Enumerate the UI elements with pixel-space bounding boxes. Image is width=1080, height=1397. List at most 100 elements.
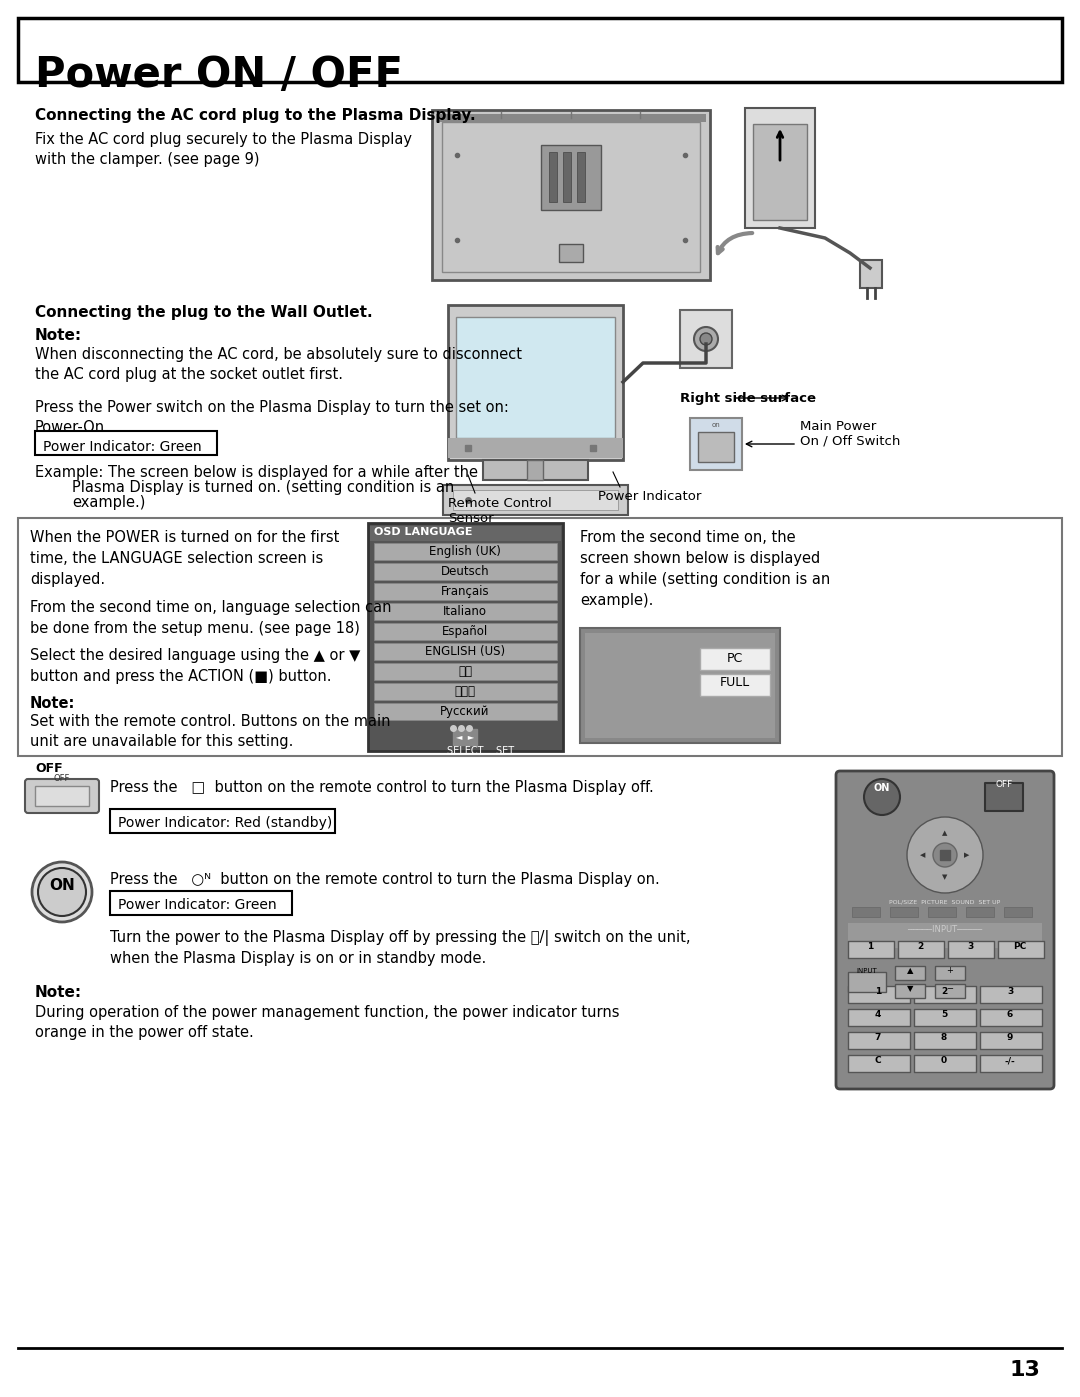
Text: Press the Power switch on the Plasma Display to turn the set on:
Power-On.: Press the Power switch on the Plasma Dis… (35, 400, 509, 434)
Text: on: on (712, 422, 720, 427)
Text: ON: ON (49, 877, 75, 893)
Text: C: C (875, 1056, 881, 1065)
Bar (1004, 907, 1032, 916)
Bar (374, 623, 557, 640)
Text: INPUT: INPUT (856, 968, 877, 974)
Bar (577, 152, 585, 203)
Bar (442, 122, 700, 272)
Bar (700, 673, 770, 696)
Bar (860, 260, 882, 288)
Bar (549, 152, 557, 203)
Bar (980, 1032, 1042, 1049)
Text: Main Power
On / Off Switch: Main Power On / Off Switch (800, 420, 901, 448)
Bar (580, 629, 780, 743)
Bar (928, 907, 956, 916)
Circle shape (864, 780, 900, 814)
Bar (110, 891, 292, 915)
Text: ▼: ▼ (907, 983, 914, 993)
Text: Power ON / OFF: Power ON / OFF (35, 54, 403, 96)
Bar (374, 604, 557, 620)
Bar (374, 683, 557, 700)
Text: ▶: ▶ (964, 852, 970, 858)
Text: 9: 9 (1007, 1032, 1013, 1042)
Bar (541, 145, 600, 210)
Text: OFF: OFF (54, 774, 70, 782)
Text: OFF: OFF (35, 761, 63, 775)
Text: ENGLISH (US): ENGLISH (US) (424, 645, 505, 658)
Text: 7: 7 (875, 1032, 881, 1042)
Text: example.): example.) (72, 495, 146, 510)
Bar (35, 787, 89, 806)
Text: 4: 4 (875, 1010, 881, 1018)
Bar (914, 986, 976, 1003)
Bar (698, 432, 734, 462)
Bar (18, 18, 1062, 82)
Text: OSD LANGUAGE: OSD LANGUAGE (374, 527, 473, 536)
Bar (563, 152, 571, 203)
Text: Connecting the AC cord plug to the Plasma Display.: Connecting the AC cord plug to the Plasm… (35, 108, 475, 123)
Text: Remote Control
Sensor: Remote Control Sensor (448, 497, 552, 525)
Bar (374, 703, 557, 719)
Bar (848, 942, 894, 958)
Bar (848, 986, 910, 1003)
Circle shape (32, 862, 92, 922)
Bar (890, 907, 918, 916)
Text: Power Indicator: Red (standby): Power Indicator: Red (standby) (118, 816, 333, 830)
Text: Power Indicator: Power Indicator (598, 490, 701, 503)
Text: Note:: Note: (35, 328, 82, 344)
Bar (559, 244, 583, 263)
Text: Press the   □  button on the remote control to turn the Plasma Display off.: Press the □ button on the remote control… (110, 780, 653, 795)
Text: Français: Français (441, 585, 489, 598)
Bar (848, 1055, 910, 1071)
Bar (370, 527, 561, 541)
Bar (585, 633, 775, 738)
Bar (966, 907, 994, 916)
Text: During operation of the power management function, the power indicator turns
ora: During operation of the power management… (35, 1004, 620, 1039)
Bar (448, 305, 623, 460)
Text: ▲: ▲ (907, 965, 914, 975)
Bar (852, 907, 880, 916)
Text: POL/SIZE  PICTURE  SOUND  SET UP: POL/SIZE PICTURE SOUND SET UP (889, 900, 1001, 904)
Text: -/-: -/- (1004, 1056, 1015, 1065)
Bar (110, 809, 335, 833)
Bar (374, 583, 557, 599)
Text: 3: 3 (1007, 988, 1013, 996)
Text: PC: PC (1013, 942, 1027, 951)
Bar (453, 729, 477, 745)
Text: 2: 2 (917, 942, 923, 951)
Bar (483, 460, 588, 481)
Text: ◀: ◀ (920, 852, 926, 858)
Text: 日本語: 日本語 (455, 685, 475, 698)
Text: Note:: Note: (35, 985, 82, 1000)
Text: Русский: Русский (441, 705, 489, 718)
Circle shape (933, 842, 957, 868)
Bar (980, 986, 1042, 1003)
Bar (848, 1009, 910, 1025)
Bar (895, 965, 924, 981)
Bar (895, 983, 924, 997)
FancyBboxPatch shape (25, 780, 99, 813)
Bar (848, 923, 1042, 949)
Text: 2: 2 (941, 988, 947, 996)
Text: Turn the power to the Plasma Display off by pressing the ⏻/| switch on the unit,: Turn the power to the Plasma Display off… (110, 930, 690, 965)
Text: 1: 1 (867, 942, 873, 951)
Text: Español: Español (442, 624, 488, 638)
Text: Power Indicator: Green: Power Indicator: Green (118, 898, 276, 912)
Text: Note:: Note: (30, 696, 76, 711)
Circle shape (38, 868, 86, 916)
Circle shape (907, 817, 983, 893)
Bar (436, 115, 706, 122)
Bar (985, 782, 1023, 812)
Circle shape (700, 332, 712, 345)
Bar (980, 1009, 1042, 1025)
Bar (680, 310, 732, 367)
Bar (443, 485, 627, 515)
Bar (448, 439, 623, 458)
Bar (848, 972, 886, 992)
Text: 中文: 中文 (458, 665, 472, 678)
Bar (753, 124, 807, 219)
Text: Power Indicator: Green: Power Indicator: Green (43, 440, 202, 454)
Text: ▼: ▼ (943, 875, 947, 880)
Bar (700, 648, 770, 671)
Bar (374, 563, 557, 580)
